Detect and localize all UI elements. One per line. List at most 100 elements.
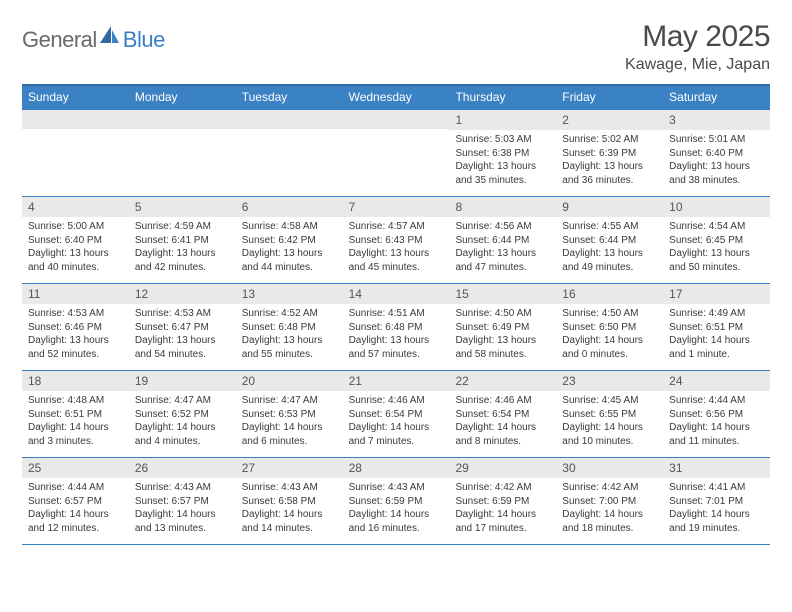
sunset-text: Sunset: 6:59 PM [455,495,550,509]
day-detail: Sunrise: 4:53 AMSunset: 6:47 PMDaylight:… [129,304,236,365]
sunset-text: Sunset: 6:50 PM [562,321,657,335]
day-number: 22 [449,371,556,391]
sunrise-text: Sunrise: 5:03 AM [455,133,550,147]
sunrise-text: Sunrise: 4:56 AM [455,220,550,234]
sunset-text: Sunset: 6:48 PM [349,321,444,335]
sunrise-text: Sunrise: 4:53 AM [135,307,230,321]
day-number: 13 [236,284,343,304]
day-cell: 14Sunrise: 4:51 AMSunset: 6:48 PMDayligh… [343,284,450,370]
day-cell: 6Sunrise: 4:58 AMSunset: 6:42 PMDaylight… [236,197,343,283]
day-cell: 30Sunrise: 4:42 AMSunset: 7:00 PMDayligh… [556,458,663,544]
day-detail: Sunrise: 4:47 AMSunset: 6:53 PMDaylight:… [236,391,343,452]
daylight-text: Daylight: 14 hours and 19 minutes. [669,508,764,535]
daylight-text: Daylight: 13 hours and 50 minutes. [669,247,764,274]
day-cell: 29Sunrise: 4:42 AMSunset: 6:59 PMDayligh… [449,458,556,544]
sunset-text: Sunset: 6:48 PM [242,321,337,335]
daylight-text: Daylight: 14 hours and 11 minutes. [669,421,764,448]
day-cell: 19Sunrise: 4:47 AMSunset: 6:52 PMDayligh… [129,371,236,457]
day-cell: 28Sunrise: 4:43 AMSunset: 6:59 PMDayligh… [343,458,450,544]
day-cell: 8Sunrise: 4:56 AMSunset: 6:44 PMDaylight… [449,197,556,283]
day-detail: Sunrise: 4:50 AMSunset: 6:50 PMDaylight:… [556,304,663,365]
weekday-header: Saturday [663,86,770,109]
weekday-header: Wednesday [343,86,450,109]
day-cell: 2Sunrise: 5:02 AMSunset: 6:39 PMDaylight… [556,110,663,196]
sunrise-text: Sunrise: 5:01 AM [669,133,764,147]
day-detail: Sunrise: 4:56 AMSunset: 6:44 PMDaylight:… [449,217,556,278]
day-cell: 26Sunrise: 4:43 AMSunset: 6:57 PMDayligh… [129,458,236,544]
day-number: 7 [343,197,450,217]
daylight-text: Daylight: 13 hours and 36 minutes. [562,160,657,187]
day-number: 1 [449,110,556,130]
sunrise-text: Sunrise: 4:46 AM [455,394,550,408]
sunrise-text: Sunrise: 4:43 AM [135,481,230,495]
day-detail: Sunrise: 4:52 AMSunset: 6:48 PMDaylight:… [236,304,343,365]
sunset-text: Sunset: 6:40 PM [28,234,123,248]
day-cell: 7Sunrise: 4:57 AMSunset: 6:43 PMDaylight… [343,197,450,283]
day-detail: Sunrise: 4:43 AMSunset: 6:57 PMDaylight:… [129,478,236,539]
sunrise-text: Sunrise: 4:43 AM [349,481,444,495]
day-cell: 11Sunrise: 4:53 AMSunset: 6:46 PMDayligh… [22,284,129,370]
sunrise-text: Sunrise: 4:49 AM [669,307,764,321]
week-row: 4 Sunrise: 5:00 AMSunset: 6:40 PM Daylight… [22,196,770,283]
sunrise-text: Sunrise: 5:02 AM [562,133,657,147]
day-number: 20 [236,371,343,391]
day-number: 26 [129,458,236,478]
day-detail: Sunrise: 4:50 AMSunset: 6:49 PMDaylight:… [449,304,556,365]
sunrise-text: Sunrise: 4:52 AM [242,307,337,321]
day-cell [343,110,450,196]
day-detail: Sunrise: 4:43 AMSunset: 6:58 PMDaylight:… [236,478,343,539]
sunrise-text: Sunrise: 5:00 AM [28,220,123,234]
daylight-text: Daylight: 13 hours and 57 minutes. [349,334,444,361]
sunrise-text: Sunrise: 4:58 AM [242,220,337,234]
sunset-text: Sunset: 6:39 PM [562,147,657,161]
day-number [22,110,129,129]
sunrise-text: Sunrise: 4:47 AM [135,394,230,408]
daylight-text: Daylight: 13 hours and 35 minutes. [455,160,550,187]
sunrise-text: Sunrise: 4:55 AM [562,220,657,234]
sunset-text: Sunset: 6:42 PM [242,234,337,248]
day-cell: 12Sunrise: 4:53 AMSunset: 6:47 PMDayligh… [129,284,236,370]
day-number: 14 [343,284,450,304]
sunrise-text: Sunrise: 4:50 AM [455,307,550,321]
day-detail: Sunrise: 4:54 AMSunset: 6:45 PMDaylight:… [663,217,770,278]
sunset-text: Sunset: 6:45 PM [669,234,764,248]
daylight-text: Daylight: 14 hours and 7 minutes. [349,421,444,448]
day-detail: Sunrise: 4:49 AMSunset: 6:51 PMDaylight:… [663,304,770,365]
day-detail: Sunrise: 4:46 AMSunset: 6:54 PMDaylight:… [449,391,556,452]
day-cell: 20Sunrise: 4:47 AMSunset: 6:53 PMDayligh… [236,371,343,457]
sunset-text: Sunset: 6:51 PM [28,408,123,422]
daylight-text: Daylight: 13 hours and 44 minutes. [242,247,337,274]
day-detail: Sunrise: 4:57 AMSunset: 6:43 PMDaylight:… [343,217,450,278]
sunset-text: Sunset: 6:52 PM [135,408,230,422]
sunset-text: Sunset: 6:55 PM [562,408,657,422]
day-cell [129,110,236,196]
day-cell: 16Sunrise: 4:50 AMSunset: 6:50 PMDayligh… [556,284,663,370]
sunrise-text: Sunrise: 4:53 AM [28,307,123,321]
day-number: 25 [22,458,129,478]
day-cell: 4Sunrise: 5:00 AMSunset: 6:40 PMDaylight… [22,197,129,283]
day-number: 12 [129,284,236,304]
weekday-header: Sunday [22,86,129,109]
sunrise-text: Sunrise: 4:50 AM [562,307,657,321]
daylight-text: Daylight: 14 hours and 4 minutes. [135,421,230,448]
day-cell: 31Sunrise: 4:41 AMSunset: 7:01 PMDayligh… [663,458,770,544]
day-number: 17 [663,284,770,304]
daylight-text: Daylight: 13 hours and 49 minutes. [562,247,657,274]
sunrise-text: Sunrise: 4:57 AM [349,220,444,234]
sunset-text: Sunset: 6:46 PM [28,321,123,335]
page-header: General Blue May 2025 Kawage, Mie, Japan [22,20,770,74]
day-detail: Sunrise: 5:01 AMSunset: 6:40 PMDaylight:… [663,130,770,191]
day-number: 4 [22,197,129,217]
calendar-page: General Blue May 2025 Kawage, Mie, Japan… [0,0,792,557]
sunset-text: Sunset: 6:59 PM [349,495,444,509]
sunset-text: Sunset: 6:54 PM [349,408,444,422]
day-number: 30 [556,458,663,478]
sunset-text: Sunset: 6:49 PM [455,321,550,335]
daylight-text: Daylight: 13 hours and 52 minutes. [28,334,123,361]
day-number [343,110,450,129]
sunset-text: Sunset: 6:41 PM [135,234,230,248]
sunset-text: Sunset: 6:43 PM [349,234,444,248]
sunset-text: Sunset: 6:38 PM [455,147,550,161]
daylight-text: Daylight: 14 hours and 13 minutes. [135,508,230,535]
day-detail: Sunrise: 4:47 AMSunset: 6:52 PMDaylight:… [129,391,236,452]
